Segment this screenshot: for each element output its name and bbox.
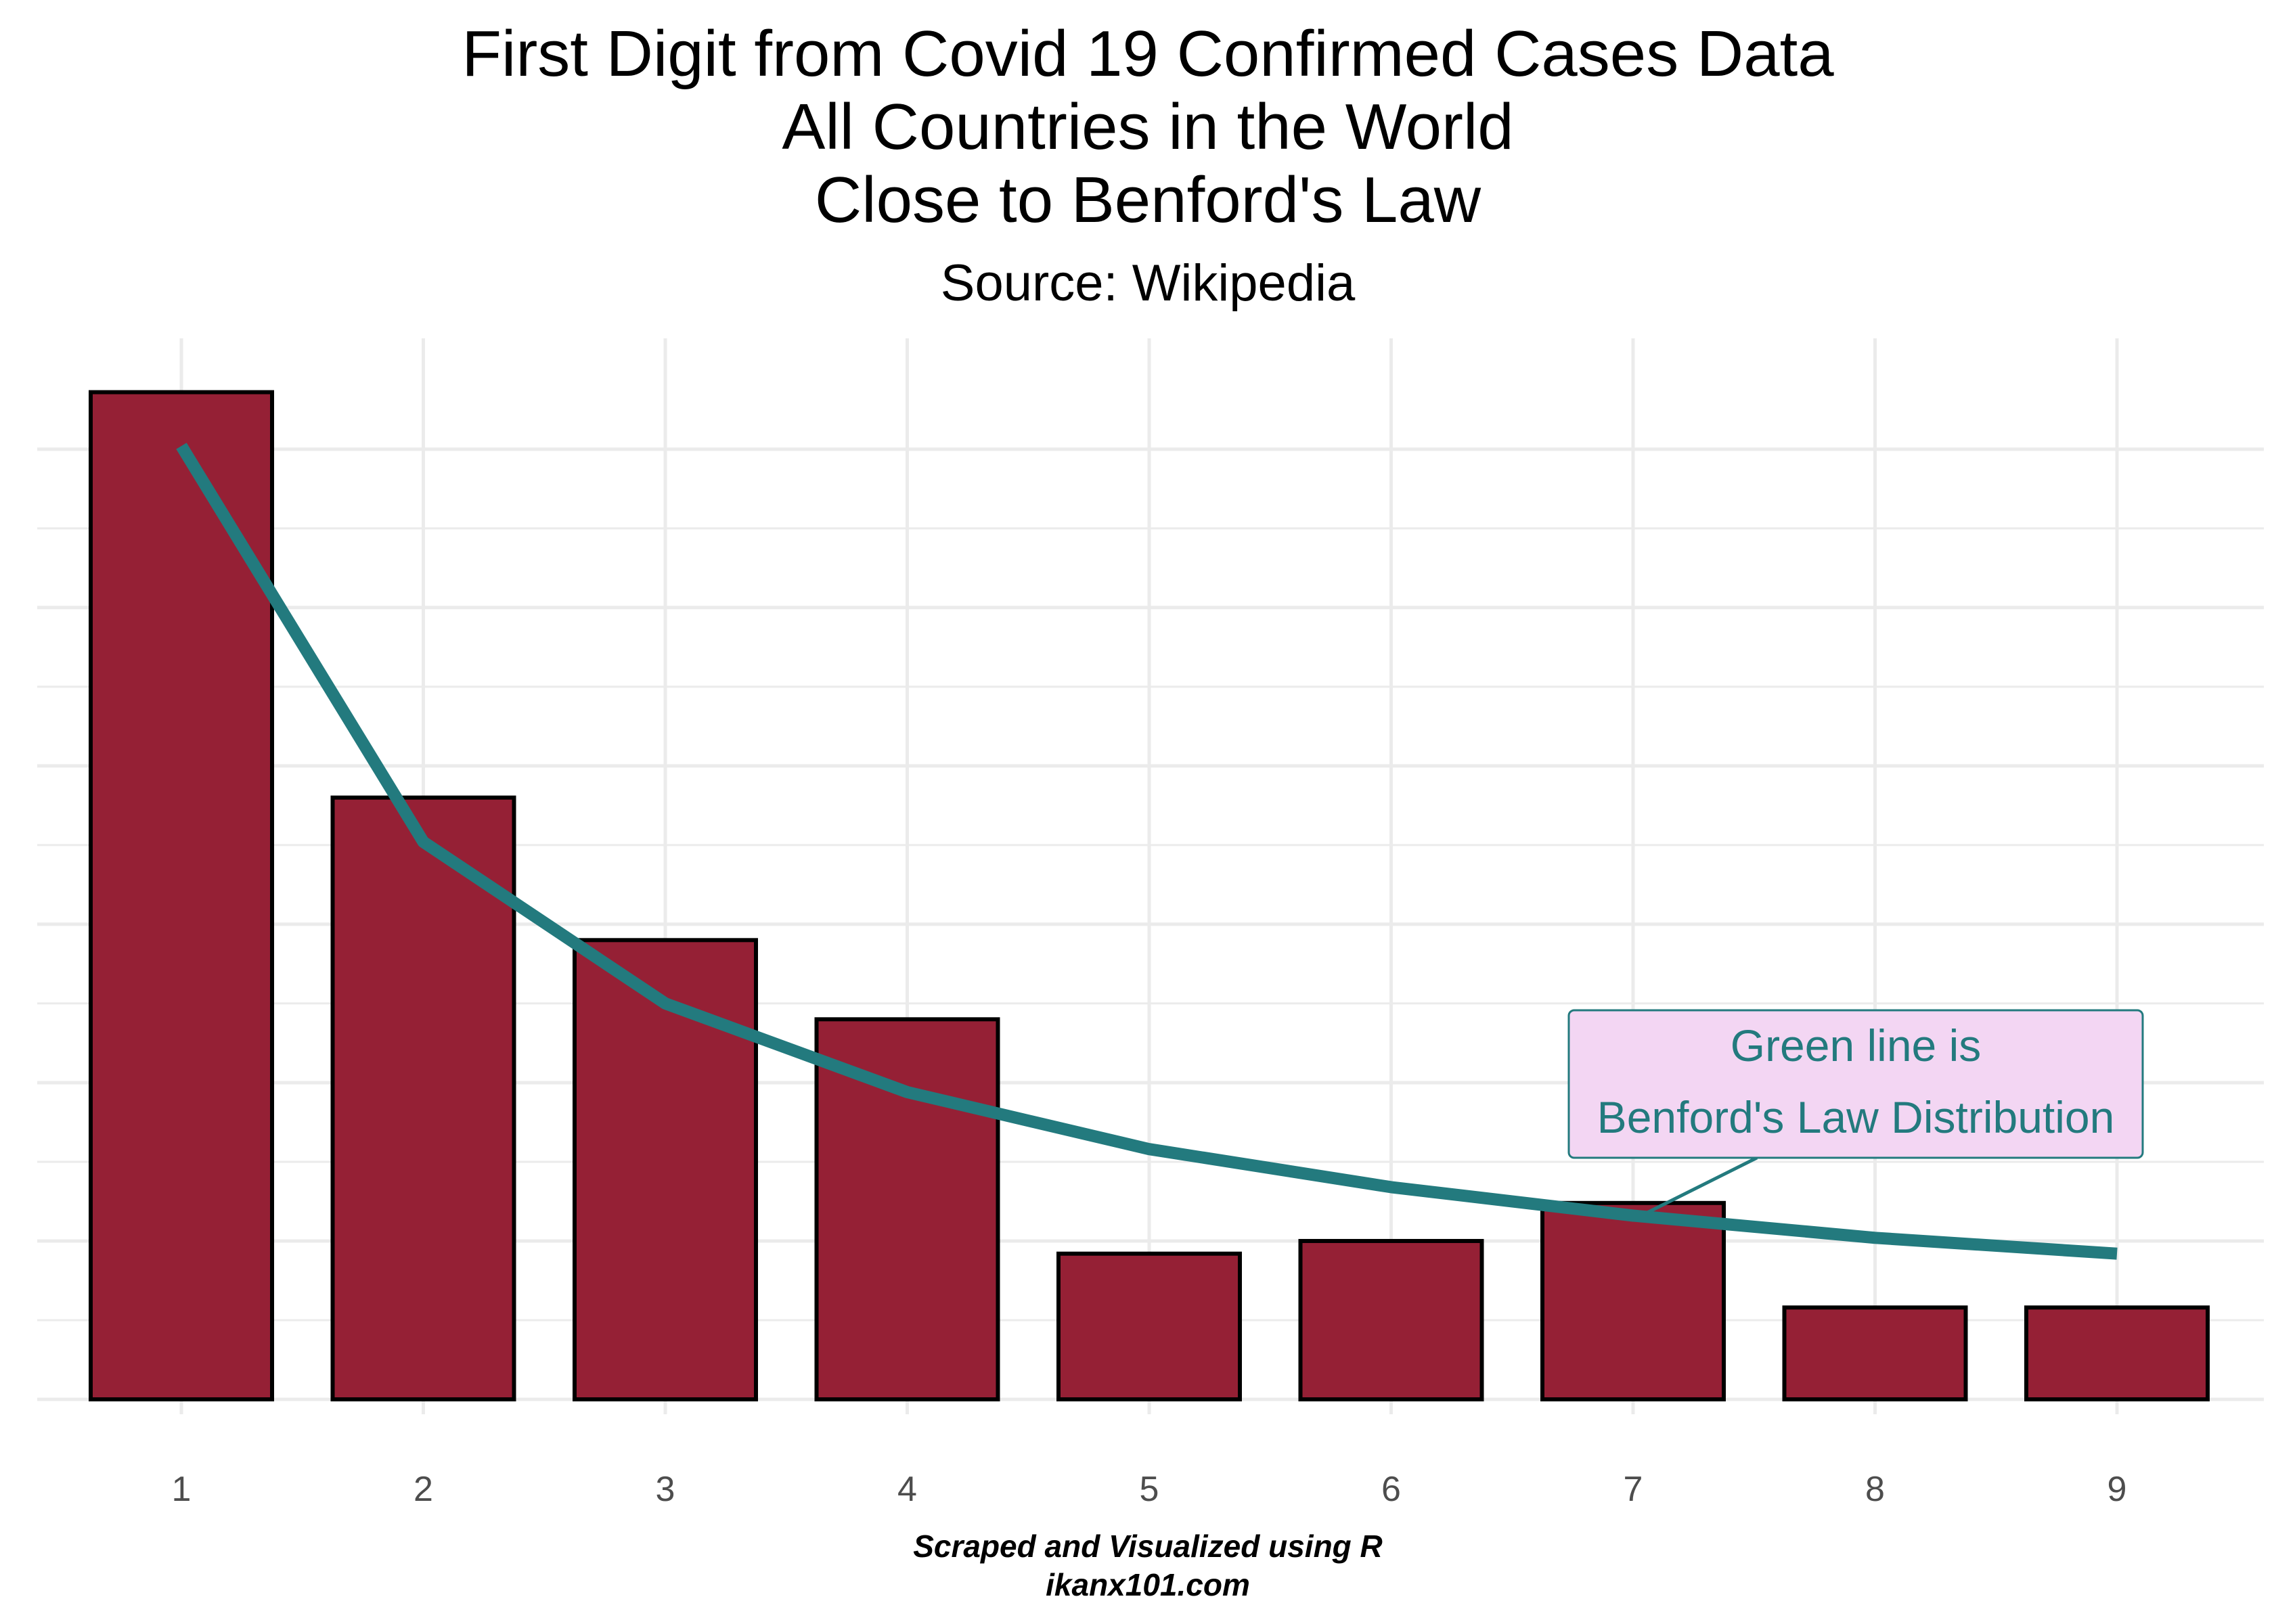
title-line-1: First Digit from Covid 19 Confirmed Case… xyxy=(462,18,1834,90)
bar-digit-8 xyxy=(1782,1305,1968,1402)
chart-subtitle: Source: Wikipedia xyxy=(941,254,1356,312)
x-tick-label: 4 xyxy=(897,1470,917,1509)
chart-title: First Digit from Covid 19 Confirmed Case… xyxy=(462,18,1834,236)
x-tick-label: 9 xyxy=(2108,1470,2127,1509)
bars xyxy=(89,390,2210,1402)
x-axis-ticks: 1 2 3 4 5 6 7 8 9 xyxy=(172,1470,2127,1509)
x-tick-label: 6 xyxy=(1381,1470,1401,1509)
title-line-3: Close to Benford's Law xyxy=(815,164,1481,236)
caption-line-1: Scraped and Visualized using R xyxy=(913,1529,1383,1564)
annotation-line-2: Benford's Law Distribution xyxy=(1597,1092,2115,1142)
x-tick-label: 1 xyxy=(172,1470,192,1509)
caption-line-2: ikanx101.com xyxy=(1046,1567,1250,1602)
bar-digit-9 xyxy=(2024,1305,2210,1402)
bar-digit-7 xyxy=(1540,1200,1726,1401)
benford-line-path xyxy=(176,443,2118,1260)
chart-caption: Scraped and Visualized using R ikanx101.… xyxy=(913,1529,1383,1602)
x-tick-label: 7 xyxy=(1624,1470,1643,1509)
x-tick-label: 2 xyxy=(414,1470,433,1509)
annotation-pointer xyxy=(1645,1156,1758,1215)
annotation-line-1: Green line is xyxy=(1731,1020,1982,1070)
annotation: Green line is Benford's Law Distribution xyxy=(1567,1009,2144,1215)
title-line-2: All Countries in the World xyxy=(782,91,1513,163)
benford-line xyxy=(176,443,2118,1260)
bar-digit-4 xyxy=(814,1017,1000,1401)
bar-digit-3 xyxy=(573,938,758,1402)
x-tick-label: 3 xyxy=(656,1470,675,1509)
bar-digit-2 xyxy=(330,795,516,1401)
bar-digit-5 xyxy=(1056,1251,1242,1401)
bar-digit-1 xyxy=(89,390,274,1401)
x-tick-label: 5 xyxy=(1140,1470,1159,1509)
x-tick-label: 8 xyxy=(1865,1470,1885,1509)
bar-digit-6 xyxy=(1298,1238,1484,1401)
annotation-box xyxy=(1567,1009,2144,1159)
